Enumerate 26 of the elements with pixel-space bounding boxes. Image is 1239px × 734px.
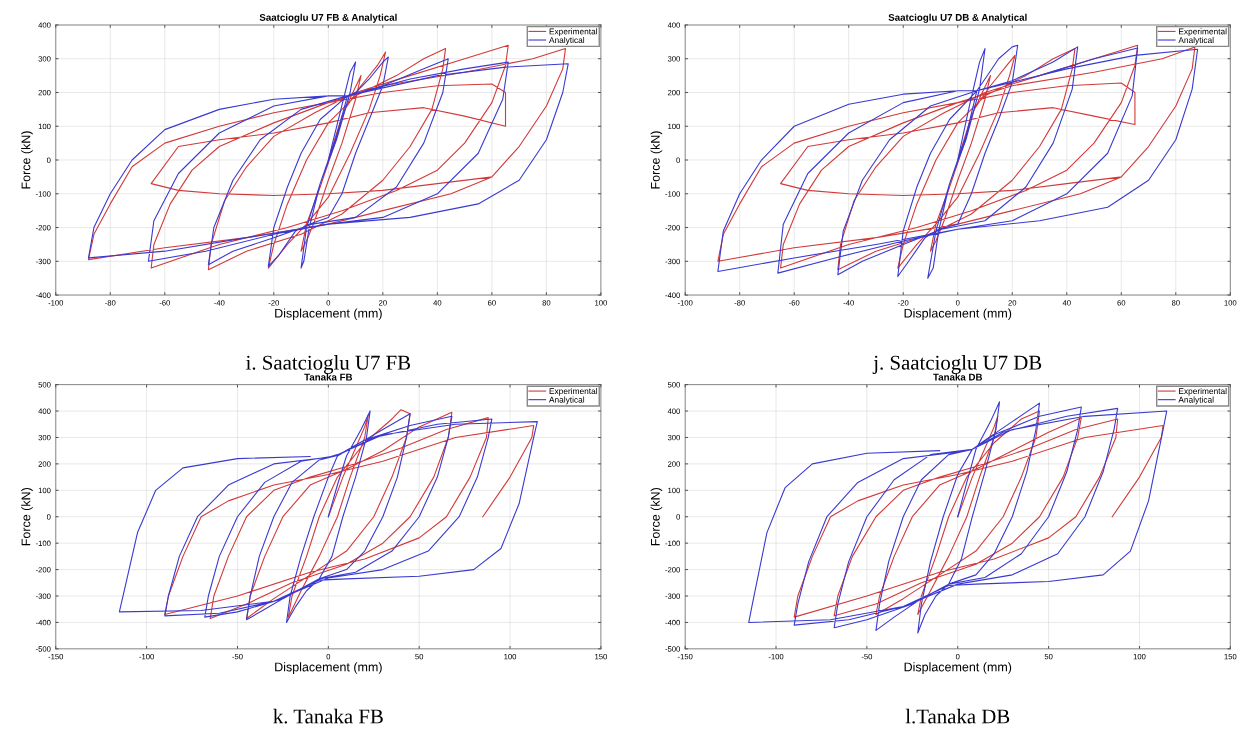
line-series <box>793 410 1164 618</box>
text: k. Tanaka FB <box>273 708 383 724</box>
legend-label: Experimental <box>1179 387 1227 396</box>
y-axis-title: Force (kN) <box>650 488 663 546</box>
legend-label: Analytical <box>548 36 585 45</box>
chart-title: Saatcioglu U7 DB & Analytical <box>888 13 1027 23</box>
chart-title: Tanaka DB <box>933 373 983 381</box>
chart-title: Tanaka FB <box>304 373 353 381</box>
series-label: Experimental <box>1179 28 1227 37</box>
x-axis-title: Displacement (mm) <box>275 662 382 674</box>
text: j. Saatcioglu U7 DB <box>872 355 1042 374</box>
x-axis-title: Displacement (mm) <box>904 662 1012 674</box>
text: i. Saatcioglu U7 FB <box>246 355 411 374</box>
series-label: Experimental <box>549 28 598 37</box>
y-axis-title: Force (kN) <box>650 131 663 189</box>
line-series <box>748 401 1168 634</box>
legend-label: Analytical <box>1178 396 1214 405</box>
legend-label: Analytical <box>548 396 585 405</box>
x-axis-title: Displacement (mm) <box>904 308 1012 321</box>
text: l.Tanaka DB <box>905 708 1010 724</box>
y-axis-title: Force (kN) <box>21 131 33 189</box>
legend-label: Experimental <box>549 387 598 396</box>
chart-title: Saatcioglu U7 FB & Analytical <box>259 13 397 23</box>
legend-label: Analytical <box>1178 36 1214 45</box>
y-axis-title: Force (kN) <box>21 488 33 546</box>
x-axis-title: Displacement (mm) <box>275 308 382 321</box>
